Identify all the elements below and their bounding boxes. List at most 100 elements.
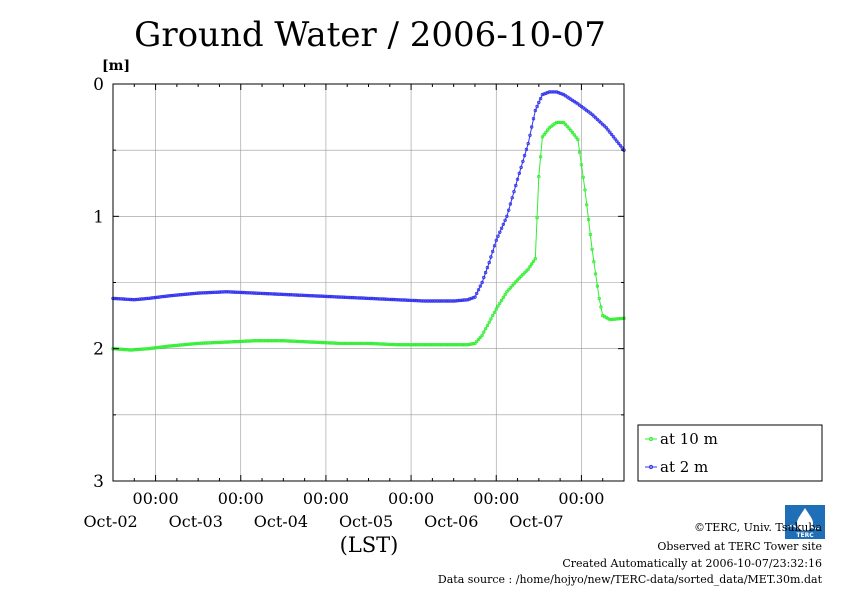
data-point-at-10m: [169, 344, 174, 348]
data-point-at-2m: [459, 298, 463, 303]
data-point-at-2m: [613, 137, 617, 141]
data-point-at-10m: [326, 341, 330, 345]
data-point-at-10m: [430, 343, 435, 347]
data-point-at-10m: [496, 304, 500, 308]
data-point-at-2m: [446, 299, 450, 303]
data-point-at-10m: [265, 339, 270, 343]
data-point-at-10m: [173, 343, 177, 348]
data-point-at-2m: [593, 115, 598, 120]
data-point-at-2m: [297, 293, 301, 297]
y-tick-label: 2: [93, 340, 104, 360]
data-point-at-2m: [352, 296, 356, 300]
data-point-at-2m: [299, 293, 303, 297]
data-point-at-10m: [345, 341, 349, 346]
data-point-at-10m: [192, 342, 197, 346]
data-point-at-10m: [148, 346, 152, 351]
data-point-at-10m: [577, 150, 582, 154]
data-point-at-10m: [434, 343, 438, 347]
data-point-at-10m: [482, 330, 486, 334]
data-point-at-10m: [423, 343, 427, 347]
data-point-at-10m: [340, 341, 344, 346]
data-point-at-2m: [499, 226, 504, 230]
data-point-at-10m: [271, 339, 275, 343]
data-point-at-10m: [205, 341, 209, 345]
data-point-at-2m: [118, 297, 122, 301]
data-point-at-10m: [185, 342, 190, 347]
data-point-at-2m: [489, 255, 493, 259]
data-point-at-2m: [434, 299, 438, 303]
data-point-at-2m: [381, 297, 385, 301]
data-point-at-10m: [263, 339, 268, 343]
data-point-at-2m: [428, 299, 433, 303]
data-point-at-2m: [457, 298, 461, 303]
data-point-at-10m: [498, 301, 502, 305]
legend: at 10 m at 2 m: [637, 424, 823, 482]
data-point-at-10m: [533, 257, 537, 261]
data-point-at-10m: [153, 346, 158, 350]
data-point-at-10m: [288, 339, 293, 343]
x-tick-date-label: Oct-03: [169, 512, 223, 531]
data-point-at-10m: [217, 340, 222, 345]
data-point-at-10m: [448, 343, 452, 347]
data-point-at-2m: [391, 297, 395, 302]
data-point-at-10m: [521, 272, 525, 277]
data-point-at-2m: [207, 290, 211, 295]
data-point-at-2m: [526, 141, 530, 146]
data-point-at-10m: [141, 347, 145, 351]
data-point-at-10m: [127, 348, 131, 352]
data-point-at-10m: [333, 341, 337, 345]
data-point-at-10m: [219, 340, 223, 344]
data-point-at-2m: [258, 291, 262, 295]
data-point-at-10m: [199, 341, 204, 345]
data-point-at-2m: [294, 293, 298, 297]
data-point-at-10m: [157, 345, 161, 349]
data-point-at-10m: [249, 339, 254, 343]
data-point-at-2m: [196, 291, 200, 295]
data-point-at-10m: [473, 341, 477, 346]
data-point-at-2m: [180, 292, 184, 297]
data-point-at-2m: [384, 297, 388, 301]
data-point-at-10m: [342, 341, 346, 346]
data-point-at-10m: [361, 341, 365, 346]
data-point-at-10m: [556, 120, 561, 125]
data-point-at-10m: [375, 342, 380, 346]
data-point-at-2m: [189, 292, 193, 296]
data-point-at-10m: [483, 327, 488, 331]
data-point-at-10m: [581, 175, 585, 179]
data-point-at-10m: [400, 343, 404, 347]
data-point-at-2m: [409, 298, 413, 303]
data-point-at-10m: [230, 340, 234, 344]
data-point-at-2m: [221, 290, 225, 294]
data-point-at-10m: [295, 339, 300, 344]
data-point-at-2m: [272, 292, 277, 296]
data-point-at-2m: [519, 165, 523, 170]
data-point-at-10m: [530, 262, 534, 266]
data-point-at-10m: [306, 340, 310, 344]
data-point-at-10m: [150, 346, 154, 350]
credit-source: Data source : /home/hojyo/new/TERC-data/…: [438, 573, 823, 586]
data-point-at-10m: [489, 317, 493, 321]
data-point-at-2m: [230, 290, 234, 294]
data-point-at-10m: [457, 343, 461, 347]
data-point-at-2m: [609, 132, 614, 137]
data-point-at-10m: [565, 124, 569, 128]
data-point-at-2m: [507, 208, 511, 212]
data-point-at-10m: [196, 341, 200, 346]
data-point-at-10m: [350, 341, 355, 346]
data-point-at-2m: [233, 290, 238, 294]
data-point-at-10m: [318, 340, 323, 345]
data-point-at-2m: [496, 234, 500, 238]
data-point-at-2m: [515, 177, 520, 181]
data-point-at-10m: [276, 339, 280, 343]
data-point-at-10m: [299, 339, 303, 344]
data-point-at-2m: [194, 291, 199, 295]
data-point-at-2m: [318, 294, 323, 298]
data-point-at-2m: [560, 92, 564, 96]
series-line-at-10m: [112, 121, 625, 351]
data-point-at-2m: [343, 295, 348, 299]
data-point-at-10m: [574, 135, 578, 139]
credit-created: Created Automatically at 2006-10-07/23:3…: [562, 557, 822, 570]
data-point-at-2m: [538, 96, 543, 101]
data-point-at-2m: [342, 295, 346, 299]
data-point-at-10m: [407, 343, 411, 347]
